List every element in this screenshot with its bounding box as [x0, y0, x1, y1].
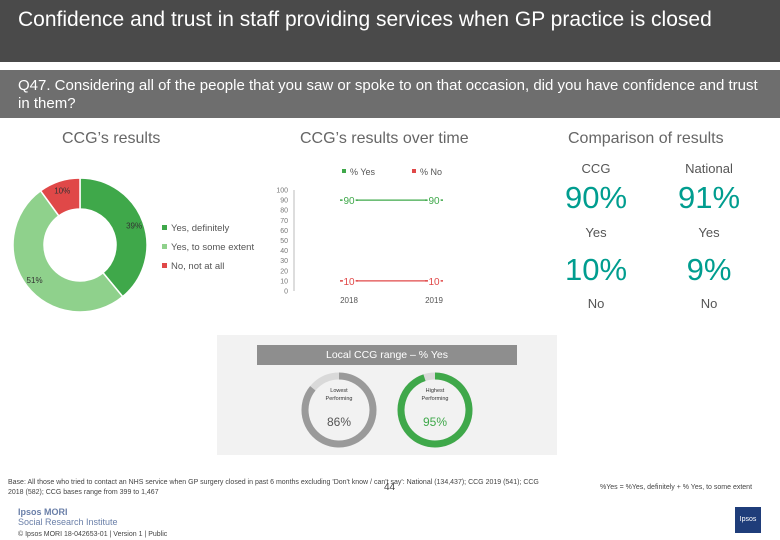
legend-swatch — [412, 169, 416, 173]
y-tick-label: 50 — [280, 238, 288, 245]
legend-label: No, not at all — [171, 261, 224, 272]
y-tick-label: 40 — [280, 248, 288, 255]
donut-slice-label: 51% — [27, 276, 43, 285]
lowest-gauge-value: 86% — [327, 415, 351, 429]
donut-slice — [39, 177, 81, 217]
y-tick-label: 80 — [280, 208, 288, 215]
legend-swatch — [162, 244, 167, 249]
data-label: 10 — [428, 277, 440, 288]
ccg-yes-value: 90% — [564, 180, 628, 215]
national-no-label: No — [700, 296, 718, 311]
data-label: 10 — [343, 277, 355, 288]
national-yes-value: 91% — [677, 180, 741, 215]
y-tick-label: 30 — [280, 258, 288, 265]
question-text: Q47. Considering all of the people that … — [18, 77, 758, 112]
donut-chart: 39% 51% 10% Yes, definitely Yes, to some ext… — [12, 177, 254, 313]
data-label: 90 — [428, 196, 440, 207]
donut-slice-label: 10% — [54, 186, 70, 195]
yes-definition-note: %Yes = %Yes, definitely + % Yes, to some… — [600, 484, 753, 491]
base-note: Base: All those who tried to contact an … — [8, 479, 539, 496]
lowest-gauge-label: Performing — [326, 396, 353, 402]
y-tick-label: 0 — [284, 289, 288, 296]
legend-label: Yes, definitely — [171, 223, 230, 234]
highest-gauge-label: Performing — [422, 396, 449, 402]
y-tick-label: 60 — [280, 228, 288, 235]
y-tick-label: 70 — [280, 218, 288, 225]
ipsos-logo: Ipsos — [735, 507, 761, 533]
legend-label: % Yes — [350, 167, 376, 177]
legend-swatch — [162, 225, 167, 230]
national-yes-label: Yes — [698, 225, 720, 240]
y-tick-label: 100 — [276, 188, 288, 195]
x-tick-label: 2018 — [340, 296, 358, 305]
over-time-heading: CCG’s results over time — [300, 130, 469, 147]
line-chart: 0 10 20 30 40 50 60 70 80 90 100 2018 2019 90 90 % Yes 1… — [276, 167, 443, 305]
y-tick-label: 10 — [280, 278, 288, 285]
legend-swatch — [162, 263, 167, 268]
comparison-national-label: National — [685, 161, 733, 176]
legend-label: Yes, to some extent — [171, 242, 254, 253]
brand-logo: Ipsos MORI Social Research Institute — [18, 507, 118, 527]
comparison-ccg-label: CCG — [581, 161, 611, 176]
page-title: Confidence and trust in staff providing … — [18, 8, 712, 31]
highest-gauge-value: 95% — [423, 415, 447, 429]
brand-subtitle: Social Research Institute — [18, 517, 118, 527]
x-tick-label: 2019 — [425, 296, 443, 305]
legend-swatch — [342, 169, 346, 173]
ccg-results-heading: CCG’s results — [62, 130, 161, 147]
range-gauges: Lowest Performing 86% Highest Performing 95% — [301, 372, 473, 448]
page-number: 44 — [384, 482, 396, 493]
y-tick-label: 20 — [280, 268, 288, 275]
ccg-no-value: 10% — [564, 252, 628, 287]
ccg-no-label: No — [587, 296, 605, 311]
lowest-gauge-label: Lowest — [330, 388, 348, 394]
donut-slice — [12, 189, 124, 313]
highest-gauge-fill — [397, 372, 473, 448]
brand-name: Ipsos MORI — [18, 507, 68, 517]
donut-slice — [79, 177, 148, 298]
comparison-heading: Comparison of results — [568, 130, 724, 147]
question-bar: Q47. Considering all of the people that … — [0, 70, 780, 118]
range-title: Local CCG range – % Yes — [257, 345, 517, 365]
title-bar: Confidence and trust in staff providing … — [0, 0, 780, 62]
highest-gauge-label: Highest — [426, 388, 445, 394]
y-tick-label: 90 — [280, 198, 288, 205]
lowest-gauge-fill — [301, 372, 377, 448]
copyright: © Ipsos MORI 18-042653-01 | Version 1 | … — [18, 531, 168, 538]
donut-slice-label: 39% — [126, 222, 142, 231]
ccg-yes-label: Yes — [585, 225, 607, 240]
legend-label: % No — [420, 167, 442, 177]
national-no-value: 9% — [686, 252, 732, 287]
data-label: 90 — [343, 196, 355, 207]
